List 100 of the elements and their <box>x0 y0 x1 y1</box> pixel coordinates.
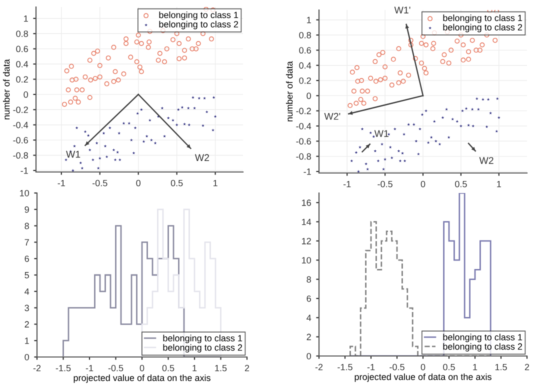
x-tick-label: 2 <box>244 364 250 372</box>
y-tick-label: 1 <box>307 16 311 24</box>
x-tick-label: -0.5 <box>378 180 392 188</box>
y-tick-label: -0.8 <box>296 153 311 160</box>
point <box>430 136 433 139</box>
y-tick-label: 7 <box>24 239 29 246</box>
point <box>102 132 106 134</box>
point <box>390 156 394 160</box>
point <box>358 146 362 148</box>
point <box>212 96 216 99</box>
x-tick-label: 1 <box>473 364 478 370</box>
legend-label: belonging to class 2 <box>163 344 242 352</box>
point <box>451 118 454 120</box>
point <box>486 98 490 101</box>
point <box>86 134 90 137</box>
point <box>132 151 136 154</box>
point <box>420 113 424 116</box>
y-tick-label: -0.6 <box>296 138 311 145</box>
x-tick-label: 2 <box>524 364 530 370</box>
y-tick-label: 3 <box>24 304 29 312</box>
x-tick-label: 0.5 <box>162 364 174 372</box>
point <box>175 123 178 126</box>
x-tick-label: -2 <box>33 364 41 372</box>
y-axis-title: number of data <box>3 59 10 120</box>
point <box>402 132 406 136</box>
x-tick-label: 1.5 <box>495 364 507 370</box>
point <box>88 148 92 152</box>
point <box>95 142 98 144</box>
y-tick-label: 10 <box>20 190 30 196</box>
point <box>461 109 464 112</box>
annotation: W2 <box>194 154 210 161</box>
x-tick-label: -1.5 <box>56 364 71 372</box>
point <box>188 123 191 126</box>
legend-label: belonging to class 1 <box>443 334 522 342</box>
y-tick-label: 8 <box>306 276 311 283</box>
point <box>384 158 387 161</box>
y-tick-label: 0.8 <box>299 32 311 38</box>
point <box>456 120 459 123</box>
y-tick-label: 0 <box>306 92 312 100</box>
point <box>112 148 116 152</box>
point <box>374 149 377 152</box>
point <box>424 109 428 112</box>
point <box>214 114 217 118</box>
point <box>104 144 107 148</box>
x-axis-title: projected value of data on the axis <box>74 374 210 383</box>
x-tick-label: 1 <box>497 180 501 188</box>
point <box>186 106 190 110</box>
point <box>497 116 500 119</box>
legend-label: belonging to class 2 <box>443 24 522 32</box>
point <box>163 134 166 138</box>
legend-label: belonging to class 1 <box>159 12 238 20</box>
point <box>416 152 420 156</box>
annotation: W1' <box>394 6 410 14</box>
point <box>96 166 100 170</box>
point <box>434 140 438 142</box>
point <box>140 108 143 111</box>
point <box>397 149 400 152</box>
point <box>495 130 498 133</box>
y-tick-label: 0.2 <box>16 76 28 83</box>
point <box>418 127 422 130</box>
point <box>376 159 380 162</box>
y-tick-label: 0.6 <box>16 46 28 52</box>
y-tick-label: 2 <box>306 334 311 340</box>
y-axis-title: number of data <box>286 61 293 122</box>
x-tick-label: 1 <box>213 180 218 186</box>
point <box>202 124 204 127</box>
point <box>398 159 402 162</box>
y-tick-label: 14 <box>302 218 312 226</box>
x-tick-label: -0.5 <box>92 180 108 186</box>
point <box>150 138 153 142</box>
y-tick-label: -0.8 <box>13 152 28 159</box>
y-tick-label: 0.2 <box>299 77 311 84</box>
point <box>369 131 372 134</box>
point <box>73 144 76 148</box>
x-tick-label: -1 <box>86 364 94 372</box>
x-tick-label: -1 <box>58 180 65 186</box>
point <box>180 106 184 109</box>
annotation: W1 <box>66 150 80 158</box>
legend-label: belonging to class 1 <box>163 334 242 344</box>
y-tick-label: -0.4 <box>296 122 312 130</box>
x-tick-label: 0 <box>140 364 144 372</box>
y-tick-label: 5 <box>24 272 29 278</box>
y-tick-label: 0 <box>24 354 30 360</box>
annotation: W1 <box>374 130 388 137</box>
x-tick-label: 0.5 <box>455 180 467 188</box>
point <box>142 140 146 143</box>
point <box>183 122 186 126</box>
x-tick-label: -1 <box>367 364 375 370</box>
point <box>447 136 450 139</box>
y-tick-label: 6 <box>306 295 311 302</box>
y-tick-label: 16 <box>302 200 311 206</box>
y-tick-label: 0.8 <box>16 30 28 37</box>
point <box>114 158 117 162</box>
y-tick-label: 12 <box>302 238 311 244</box>
x-tick-label: -0.5 <box>108 364 124 372</box>
y-tick-label: 4 <box>306 314 312 321</box>
point <box>98 156 102 160</box>
y-tick-label: 0.4 <box>299 62 312 69</box>
x-tick-label: -1 <box>343 180 351 188</box>
point <box>118 132 121 134</box>
